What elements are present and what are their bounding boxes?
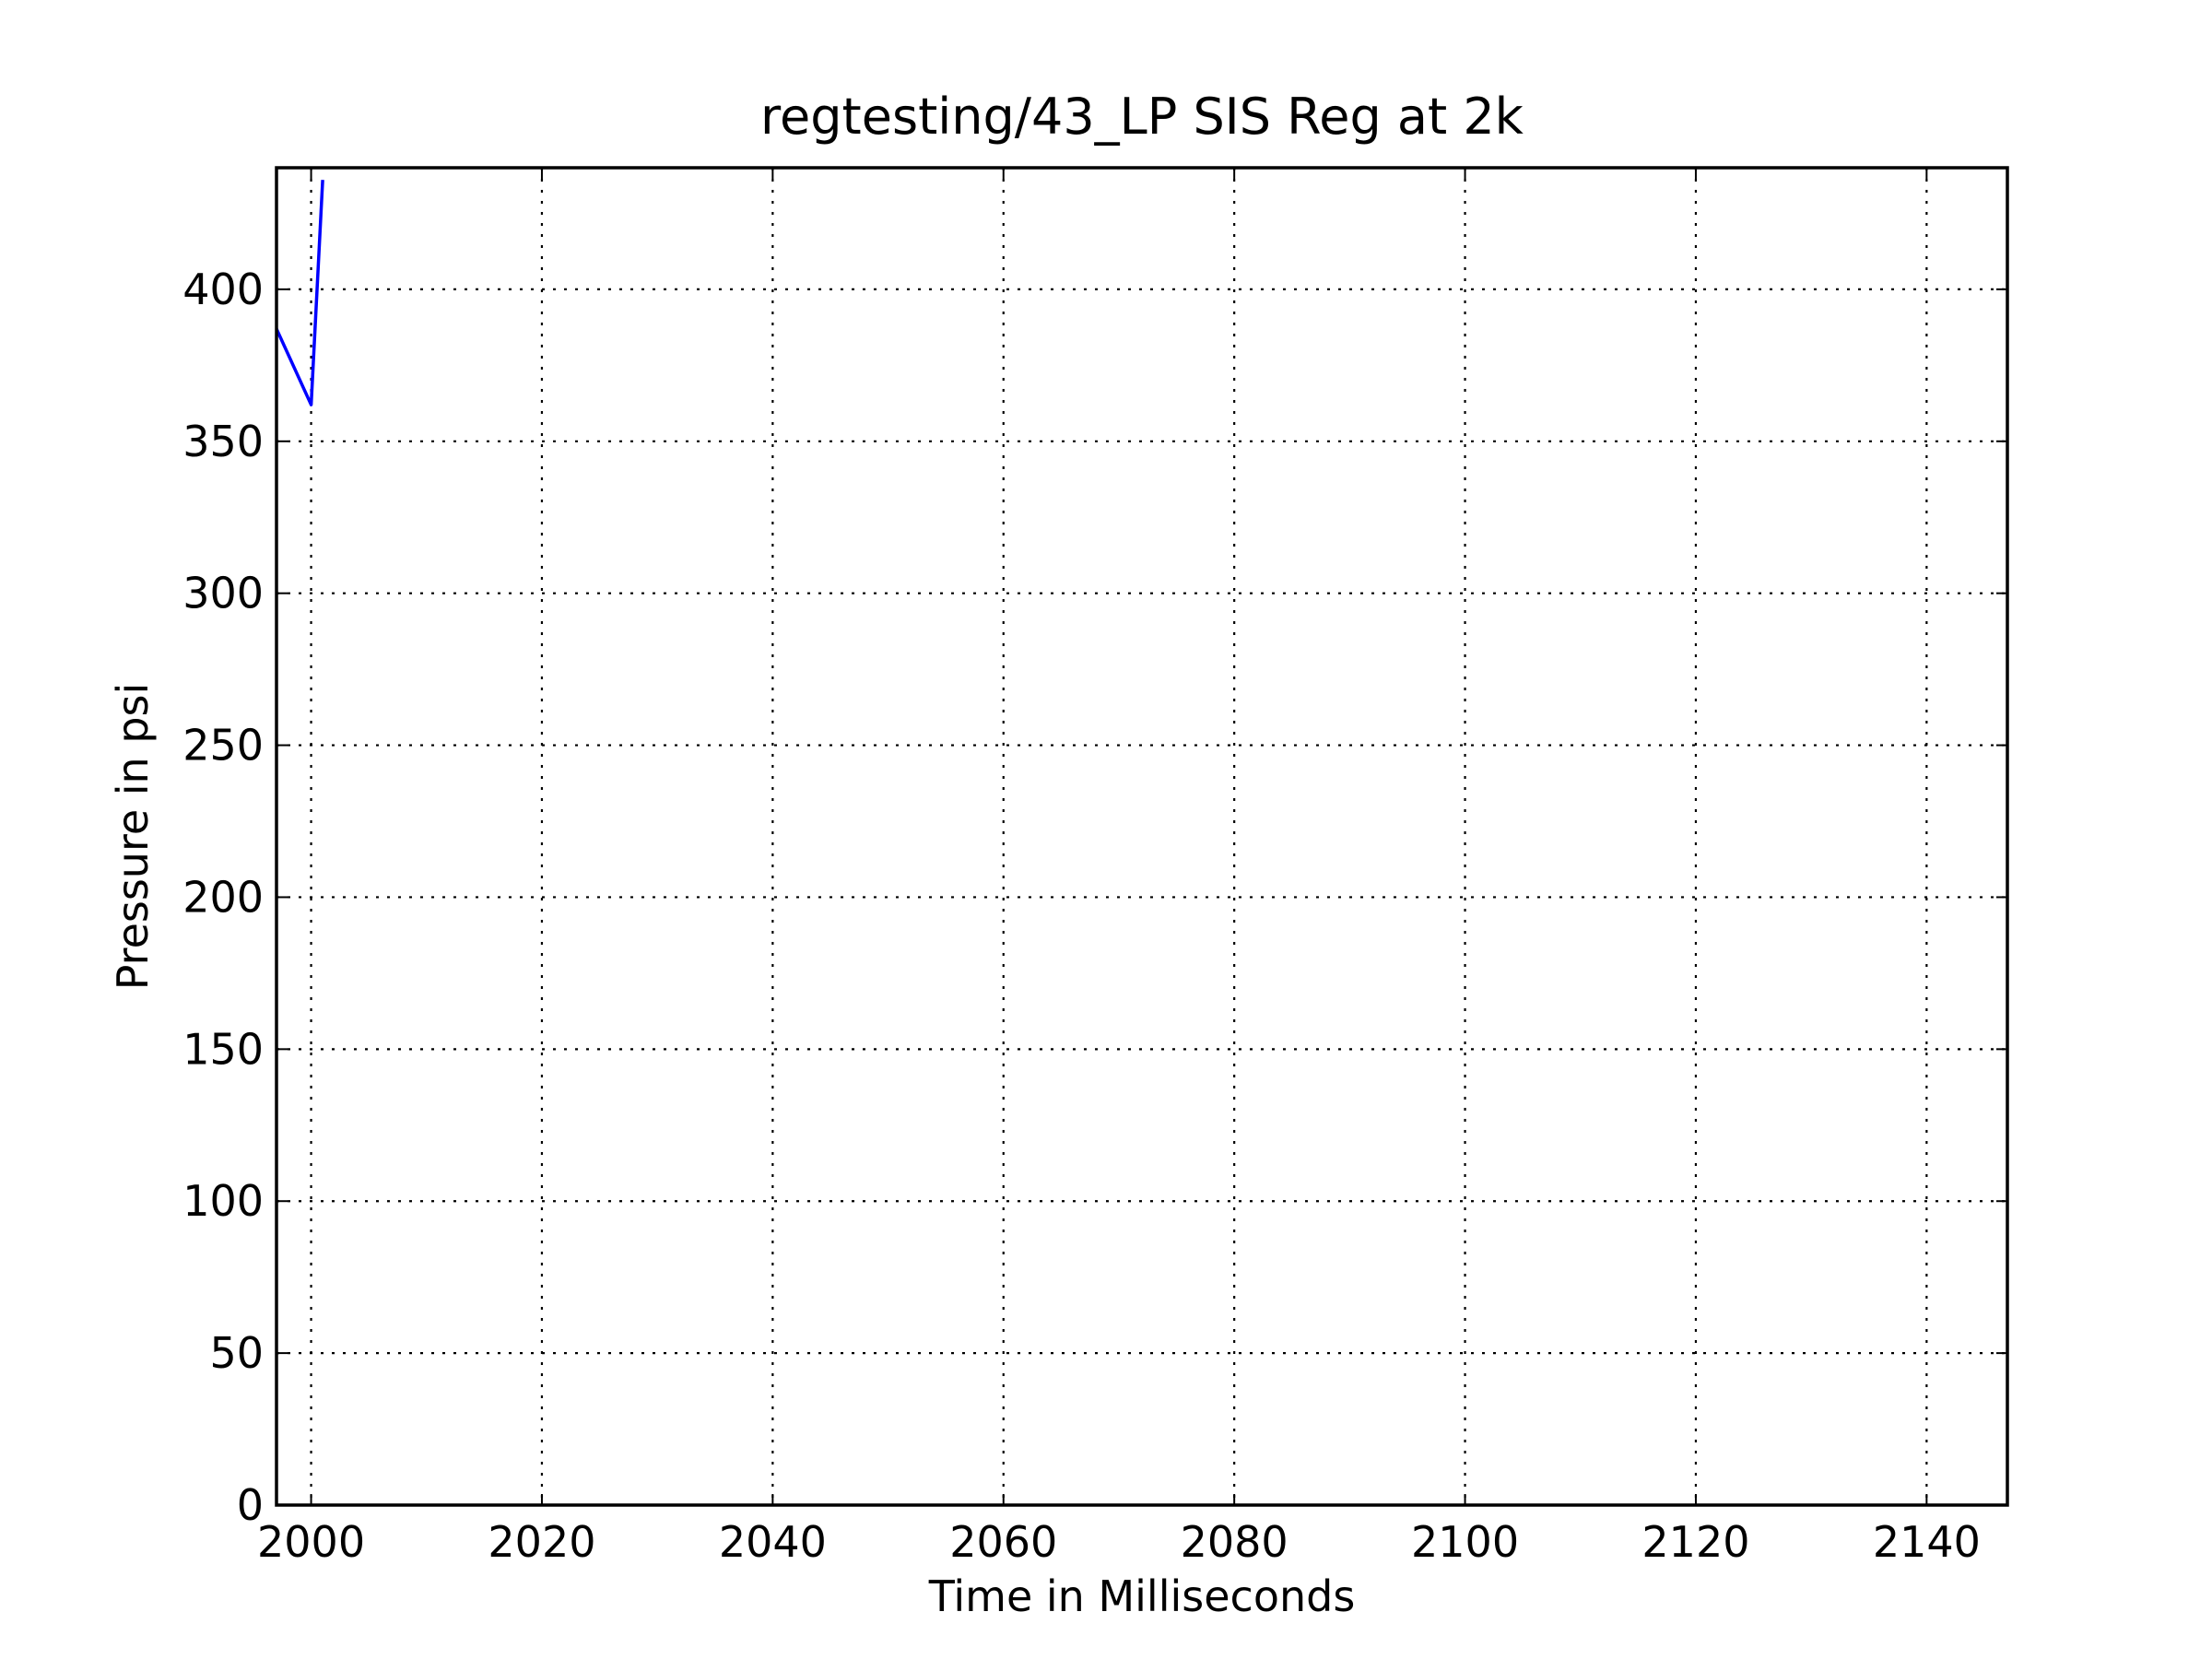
x-tick-label: 2140: [1873, 1517, 1981, 1567]
x-tick-label: 2000: [257, 1517, 365, 1567]
x-tick-label: 2120: [1641, 1517, 1749, 1567]
x-axis-label: Time in Milliseconds: [928, 1571, 1356, 1621]
y-tick-label: 250: [182, 721, 264, 771]
y-tick-label: 350: [182, 417, 264, 466]
plot-frame: [275, 166, 2009, 1507]
y-tick-label: 200: [182, 872, 264, 922]
y-tick-label: 50: [209, 1328, 264, 1378]
series-line: [275, 180, 324, 406]
y-tick-label: 300: [182, 569, 264, 618]
grid-lines: [276, 168, 2007, 1507]
x-tick-label: 2040: [719, 1517, 827, 1567]
y-tick-label: 100: [182, 1176, 264, 1226]
y-tick-label: 150: [182, 1024, 264, 1074]
axis-ticks: [276, 168, 2007, 1506]
y-tick-label: 400: [182, 265, 264, 314]
series-layer: [275, 180, 324, 406]
x-tick-label: 2020: [488, 1517, 595, 1567]
x-tick-label: 2060: [949, 1517, 1057, 1567]
y-tick-label: 0: [237, 1480, 264, 1530]
x-tick-label: 2080: [1181, 1517, 1288, 1567]
y-axis-label: Pressure in psi: [108, 683, 158, 991]
chart-title: regtesting/43_LP SIS Reg at 2k: [760, 88, 1524, 146]
x-tick-labels: 2000 2020 2040 2060 2080 2100 2120 2140: [257, 1517, 1981, 1567]
y-tick-labels: 0 50 100 150 200 250 300 350 400: [182, 265, 264, 1530]
x-tick-label: 2100: [1411, 1517, 1519, 1567]
